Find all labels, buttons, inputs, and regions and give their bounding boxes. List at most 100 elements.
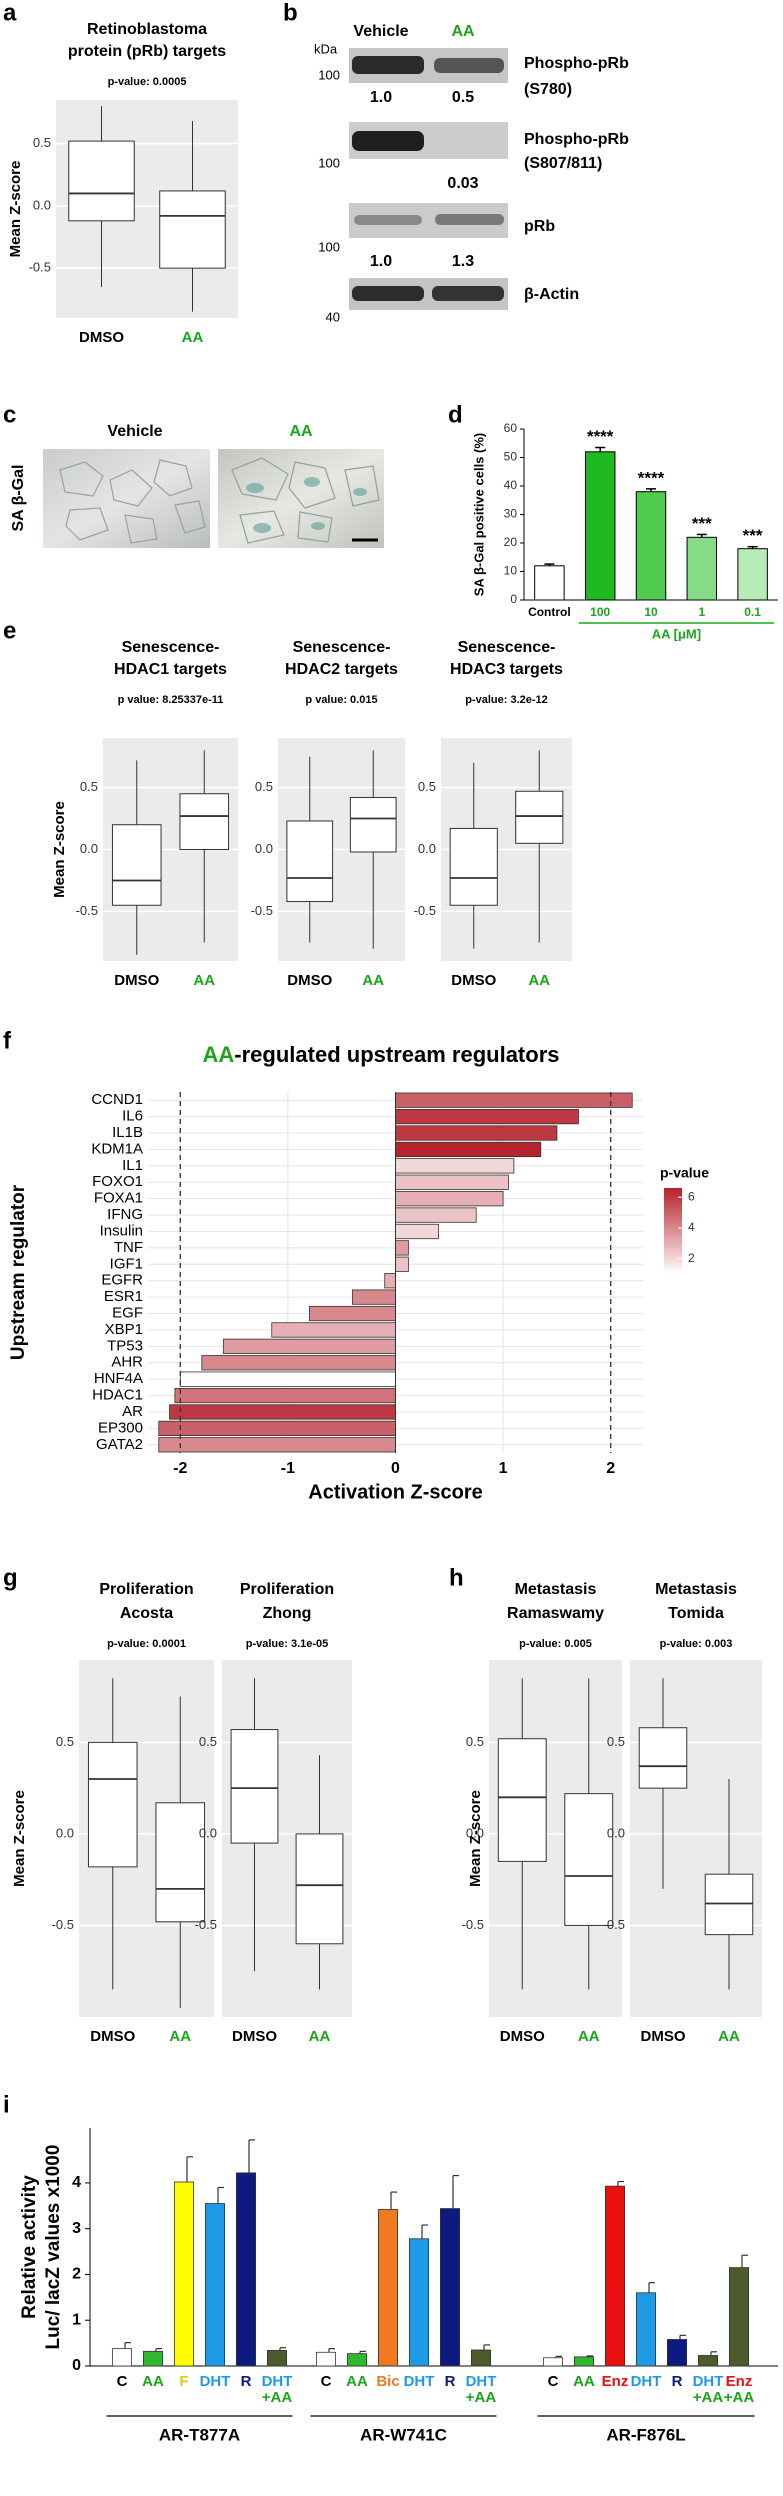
y-tick-label: 0.0 — [418, 841, 436, 856]
bar — [604, 2185, 626, 2367]
chart-title: Acosta — [120, 1605, 173, 1622]
colorbar-tick-label: 2 — [688, 1251, 695, 1265]
box — [295, 1833, 344, 1945]
x-tick-label: +AA — [466, 2389, 497, 2406]
bar — [235, 2172, 257, 2367]
x-tick-label: C — [321, 2373, 332, 2390]
x-tick-label: AA — [309, 2028, 331, 2045]
bar — [395, 1240, 409, 1256]
x-tick-label: 2 — [606, 1460, 615, 1477]
bar — [201, 1355, 396, 1371]
significance: *** — [692, 514, 712, 533]
marker-label: 100 — [318, 155, 340, 170]
x-tick-label: DHT — [631, 2373, 662, 2390]
chart-title: Proliferation — [99, 1581, 193, 1598]
bar — [697, 2355, 719, 2367]
protein-label: Phospho-pRb — [524, 131, 629, 148]
bar — [158, 1437, 396, 1453]
blot-band — [434, 58, 504, 73]
x-tick-label: DMSO — [641, 2028, 686, 2045]
x-tick-label: AA — [346, 2373, 368, 2390]
bar — [395, 1092, 633, 1108]
p-value: p value: 8.25337e-11 — [118, 694, 224, 706]
y-axis-label: Mean Z-score — [7, 161, 24, 258]
y-tick-label: IGF1 — [110, 1255, 143, 1272]
p-value: p-value: 0.003 — [660, 1638, 733, 1650]
bar — [111, 2348, 133, 2367]
box — [179, 793, 230, 850]
panel-letter: c — [3, 401, 16, 428]
bar — [222, 1338, 396, 1354]
p-value: p value: 0.015 — [305, 694, 377, 706]
colorbar-tick-label: 6 — [688, 1189, 695, 1203]
bar — [666, 2339, 688, 2367]
y-tick-label: 4 — [72, 2174, 81, 2191]
y-tick-label: EP300 — [98, 1419, 143, 1436]
x-tick-label: AA — [578, 2028, 600, 2045]
bar — [384, 1273, 396, 1289]
group-label: AR-T877A — [159, 2425, 240, 2444]
y-tick-label: 20 — [504, 535, 518, 549]
y-tick-label: CCND1 — [91, 1091, 143, 1108]
y-tick-label: EGF — [112, 1304, 143, 1321]
title-highlight: AA — [203, 1042, 235, 1067]
x-tick-label: 1 — [698, 605, 705, 619]
y-tick-label: 0.5 — [466, 1734, 484, 1749]
box — [564, 1793, 614, 1926]
x-tick-label: AA — [182, 329, 204, 346]
x-tick-label: Enz — [726, 2373, 753, 2390]
x-tick-label: -2 — [173, 1460, 187, 1477]
x-tick-label: 0.1 — [744, 605, 761, 619]
cell-outlines — [231, 457, 380, 544]
panel-letter: g — [3, 1564, 18, 1591]
bar — [158, 1420, 396, 1437]
chart-title: Metastasis — [655, 1581, 737, 1598]
stained-cells — [246, 477, 367, 533]
chart-title: protein (pRb) targets — [68, 43, 226, 60]
x-tick-label: DMSO — [232, 2028, 277, 2045]
group-label: AA [μM] — [652, 626, 701, 641]
y-tick-label: -0.5 — [195, 1917, 217, 1932]
x-tick-label: R — [672, 2373, 683, 2390]
chart-title: Proliferation — [240, 1581, 334, 1598]
x-tick-label: AA — [573, 2373, 595, 2390]
y-tick-label: 0.0 — [607, 1825, 625, 1840]
x-tick-label: DHT — [200, 2373, 231, 2390]
bar — [395, 1207, 477, 1223]
x-tick-label: R — [241, 2373, 252, 2390]
y-tick-label: HDAC1 — [92, 1387, 143, 1404]
x-tick-label: DMSO — [451, 972, 496, 989]
chart-title: HDAC1 targets — [114, 661, 227, 678]
box — [497, 1738, 547, 1862]
x-tick-label: 100 — [590, 605, 610, 619]
bar — [169, 1404, 396, 1420]
x-tick-label: DHT — [262, 2373, 293, 2390]
chart-title: Senescence- — [293, 639, 391, 656]
blot-band — [435, 214, 504, 225]
blot-band — [432, 286, 504, 301]
x-tick-label: C — [117, 2373, 128, 2390]
box — [449, 827, 498, 906]
y-tick-label: 0.5 — [80, 779, 98, 794]
bar — [179, 1371, 396, 1387]
x-tick-label: 10 — [644, 605, 658, 619]
box — [230, 1729, 279, 1844]
chart-title: Ramaswamy — [507, 1605, 604, 1622]
box — [155, 1802, 206, 1923]
panel-letter: i — [3, 2091, 10, 2118]
chart-title: Senescence- — [458, 639, 556, 656]
x-tick-label: -1 — [281, 1460, 295, 1477]
blot-band — [352, 286, 424, 301]
bar — [346, 2353, 368, 2367]
x-tick-label: C — [548, 2373, 559, 2390]
protein-label: pRb — [524, 218, 555, 235]
y-axis-label: Mean Z-score — [467, 1790, 484, 1887]
x-tick-label: AA — [718, 2028, 740, 2045]
y-tick-label: 0.5 — [607, 1734, 625, 1749]
bar — [542, 2357, 564, 2367]
cell-outlines — [59, 459, 206, 544]
y-tick-label: KDM1A — [91, 1140, 143, 1157]
western-blot: Vehicle AA kDa 100 1.0 0.5 Phospho-pRb (… — [314, 23, 629, 324]
significance: **** — [638, 468, 665, 487]
